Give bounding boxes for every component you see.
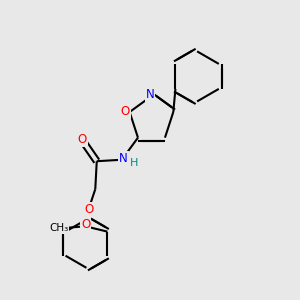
Text: O: O xyxy=(84,203,93,216)
Text: O: O xyxy=(121,106,130,118)
Text: CH₃: CH₃ xyxy=(49,223,68,233)
Text: O: O xyxy=(81,218,91,231)
Text: O: O xyxy=(77,133,87,146)
Text: N: N xyxy=(146,88,154,101)
Text: N: N xyxy=(119,152,128,165)
Text: H: H xyxy=(130,158,138,168)
